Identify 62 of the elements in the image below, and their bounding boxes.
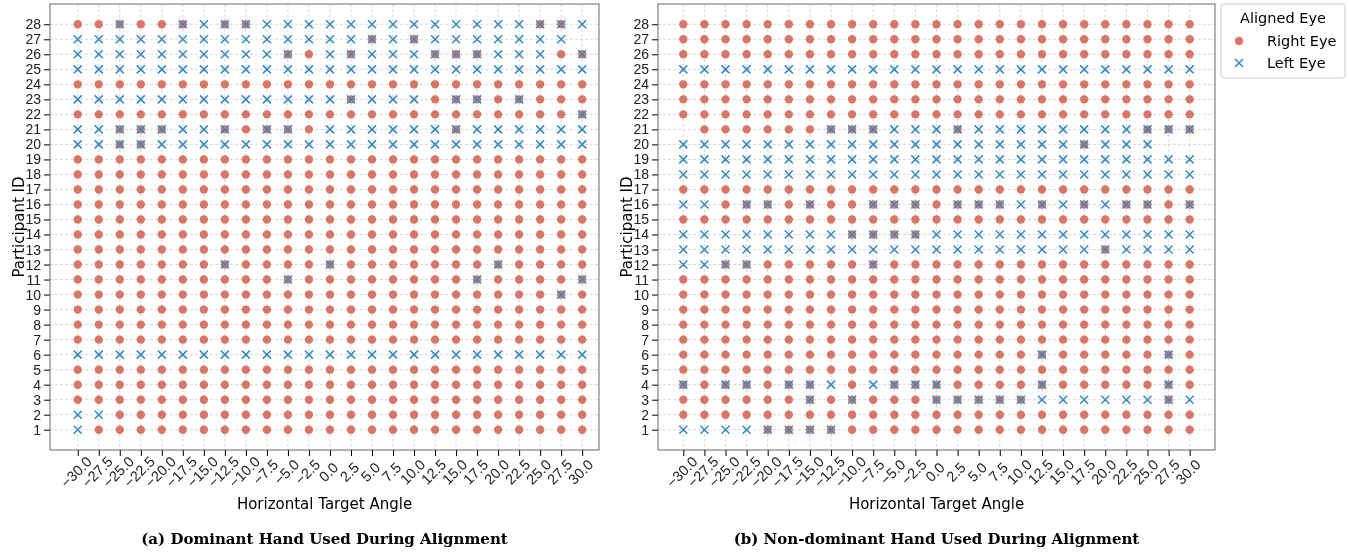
- y-tick-label: 21: [633, 121, 650, 138]
- legend-label: Left Eye: [1267, 55, 1326, 71]
- y-tick-label: 28: [25, 16, 42, 33]
- y-tick-label: 20: [633, 136, 650, 153]
- y-tick-label: 26: [633, 46, 650, 63]
- y-tick-label: 23: [633, 91, 650, 108]
- y-tick-label: 22: [633, 106, 650, 123]
- y-tick-label: 20: [25, 136, 42, 153]
- y-tick-label: 10: [633, 286, 650, 303]
- y-tick-label: 27: [633, 31, 650, 48]
- y-tick-label: 1: [641, 421, 650, 438]
- y-tick-label: 6: [641, 346, 650, 363]
- x-tick-label: 2.5: [943, 459, 969, 485]
- y-tick-label: 6: [33, 346, 42, 363]
- y-tick-label: 9: [641, 301, 650, 318]
- y-tick-label: 15: [633, 211, 650, 228]
- y-tick-label: 25: [633, 61, 650, 78]
- y-tick-label: 2: [33, 406, 42, 423]
- y-tick-label: 17: [633, 181, 650, 198]
- y-tick-label: 11: [634, 271, 650, 288]
- y-tick-label: 5: [641, 361, 650, 378]
- x-axis-title: Horizontal Target Angle: [236, 495, 413, 513]
- y-tick-label: 9: [33, 301, 42, 318]
- y-tick-label: 7: [33, 331, 42, 348]
- y-tick-label: 4: [641, 376, 650, 393]
- y-tick-label: 10: [25, 286, 42, 303]
- y-tick-label: 25: [25, 61, 42, 78]
- y-tick-label: 13: [633, 241, 650, 258]
- y-tick-label: 8: [641, 316, 650, 333]
- y-tick-label: 1: [33, 421, 42, 438]
- legend-title: Aligned Eye: [1240, 10, 1326, 26]
- y-tick-label: 26: [25, 46, 42, 63]
- y-tick-label: 3: [641, 391, 650, 408]
- y-tick-label: 19: [25, 151, 42, 168]
- y-tick-label: 17: [25, 181, 42, 198]
- text: (a) Dominant Hand Used During Alignment: [141, 530, 508, 548]
- y-tick-label: 15: [25, 211, 42, 228]
- y-tick-label: 24: [25, 76, 42, 93]
- legend-label: Right Eye: [1267, 33, 1337, 49]
- y-tick-label: 23: [25, 91, 42, 108]
- y-tick-label: 27: [25, 31, 42, 48]
- y-tick-label: 12: [25, 256, 42, 273]
- text: (b) Non-dominant Hand Used During Alignment: [733, 530, 1140, 548]
- y-tick-label: 16: [25, 196, 42, 213]
- y-tick-label: 4: [33, 376, 42, 393]
- y-tick-label: 19: [633, 151, 650, 168]
- y-tick-label: 18: [25, 166, 42, 183]
- y-tick-label: 16: [633, 196, 650, 213]
- y-tick-label: 5: [33, 361, 42, 378]
- y-tick-label: 28: [633, 16, 650, 33]
- y-tick-label: 2: [641, 406, 650, 423]
- y-tick-label: 21: [25, 121, 42, 138]
- y-tick-label: 8: [33, 316, 42, 333]
- x-axis-title: Horizontal Target Angle: [848, 495, 1025, 513]
- y-tick-label: 24: [633, 76, 650, 93]
- y-tick-label: 12: [633, 256, 650, 273]
- y-tick-label: 13: [25, 241, 42, 258]
- y-tick-label: 7: [641, 331, 650, 348]
- y-tick-label: 18: [633, 166, 650, 183]
- y-tick-label: 22: [25, 106, 42, 123]
- y-tick-label: 3: [33, 391, 42, 408]
- y-tick-label: 11: [26, 271, 42, 288]
